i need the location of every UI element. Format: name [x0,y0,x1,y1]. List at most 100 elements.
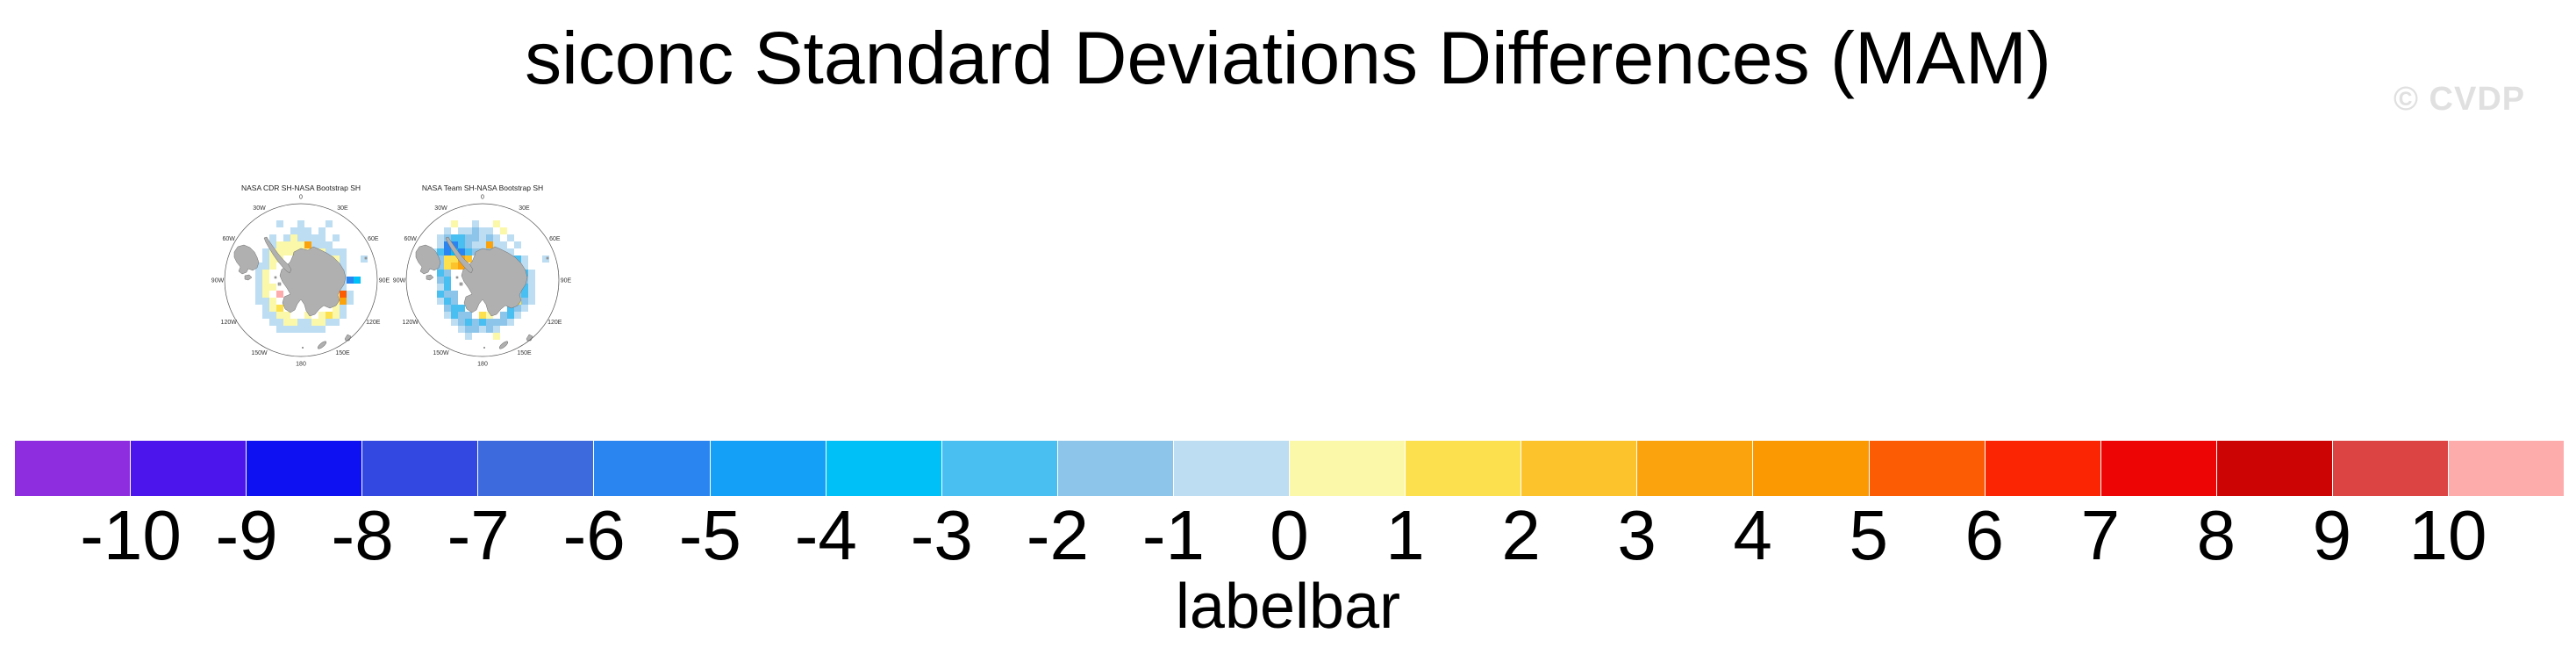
map-cell [465,312,472,319]
colorbar-tick-label: 1 [1385,496,1425,574]
map-cell [465,319,472,326]
map-cell [458,319,465,326]
colorbar-box [247,441,362,496]
map-cell [290,227,297,234]
map-cell [444,241,451,248]
map-cell [444,284,451,291]
colorbar-tick-label: 5 [1849,496,1888,574]
map-cell [347,298,354,305]
colorbar-tick-label: 6 [1964,496,2005,574]
map-cell [479,227,486,234]
colorbar-box [2448,441,2565,496]
map-cell [304,227,311,234]
map-cell [437,263,444,270]
map-cell [262,298,269,305]
map-cell [255,291,262,298]
map-cell [276,312,283,319]
map-cell [255,263,262,270]
map-cell [297,319,304,326]
compass-label: 30W [253,205,266,212]
map-cell [444,312,451,319]
map-cell [528,277,535,284]
map-cell [486,227,493,234]
map-cell [326,241,333,248]
map-cell [340,305,347,312]
map-cell [451,255,458,263]
map-cell [318,234,326,241]
compass-label: 30E [337,205,348,212]
map-cell [290,326,297,333]
map-cell [333,312,340,319]
antarctic-peninsula-land [445,236,474,274]
map-cell [486,234,493,241]
map-cell [347,277,354,284]
compass-label: 60E [368,236,379,242]
colorbar-tick-label: 9 [2312,496,2352,574]
map-cell [451,298,458,305]
map-cell [255,270,262,277]
map-cell [521,255,528,263]
map-cell [465,234,472,241]
map-cell [326,248,333,255]
map-cell [276,241,283,248]
map-cell [297,227,304,234]
compass-label: 150W [433,350,449,356]
map-cell [318,241,326,248]
island-land [498,341,509,349]
map-panel: 0 30E 60E 90E 120E 150E 180 150W 120W 90W 60W 30W [211,195,390,368]
colorbar-tick-label: 2 [1501,496,1541,574]
colorbar-tick-label: 4 [1733,496,1772,574]
map-cell [451,241,458,248]
map-cell [290,319,297,326]
map-cell [521,291,528,298]
map-cell [451,220,458,227]
compass-label: 30E [519,205,530,212]
island-land [317,341,327,349]
map-cell [437,277,444,284]
colorbar-tick-label: -7 [447,496,510,574]
colorbar-box [2332,441,2448,496]
colorbar-box [362,441,478,496]
map-cell [451,263,458,270]
map-cell [514,312,521,319]
map-cell [437,241,444,248]
map-cell [340,263,347,270]
map-cell [451,291,458,298]
map-cell [521,298,528,305]
compass-label: 90E [561,278,572,284]
map-cell [437,270,444,277]
map-cell [465,333,472,340]
map-cell [276,305,283,312]
map-cell [297,326,304,333]
colorbar-tick-label: -3 [910,496,973,574]
map-cell [500,241,507,248]
map-cell [262,277,269,284]
compass-label: 120E [547,320,562,326]
map-cell [290,241,297,248]
map-cell [528,298,535,305]
compass-label: 60E [549,236,561,242]
colorbar-tick-label: -8 [331,496,394,574]
map-cell [283,326,290,333]
map-cell [269,319,276,326]
antarctica-land [279,246,347,317]
map-cell [507,312,514,319]
colorbar-box [1985,441,2100,496]
map-panel: 0 30E 60E 90E 120E 150E 180 150W 120W 90W 60W 30W [393,195,572,368]
map-cell [458,263,465,270]
island-land [301,346,304,349]
map-cell [437,255,444,263]
map-cell [507,248,514,255]
compass-label: 150E [335,350,350,356]
map-cell [304,326,311,333]
colorbar [15,441,2565,496]
compass-label: 90W [393,278,406,284]
map-cell [318,227,326,234]
map-cell [507,319,514,326]
map-cell [283,319,290,326]
figure-title: siconc Standard Deviations Differences (… [525,17,2051,99]
map-cell [521,284,528,291]
map-cell [493,234,500,241]
colorbar-box [941,441,1057,496]
